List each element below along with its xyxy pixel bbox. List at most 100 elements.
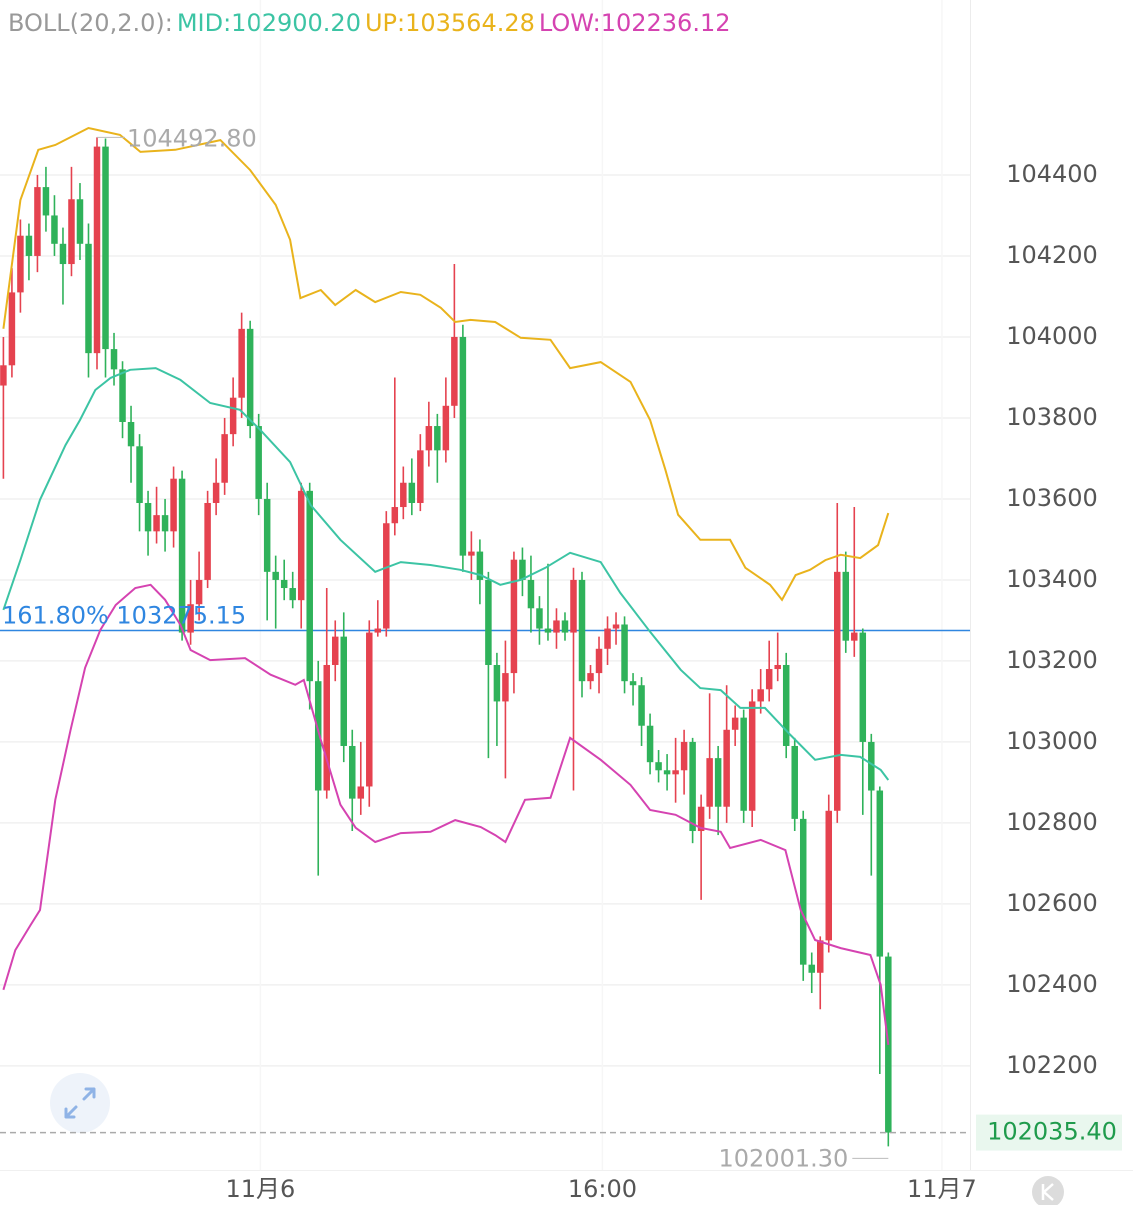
x-tick-label: 11月6 [225, 1175, 295, 1203]
candle-body [408, 482, 416, 503]
expand-circle[interactable] [50, 1073, 110, 1133]
candle-body [646, 725, 654, 763]
kline-button[interactable] [1032, 1176, 1064, 1205]
candle-body [366, 632, 373, 787]
y-tick-label: 103600 [1006, 484, 1098, 512]
fib-label: 161.80% 103275.15 [2, 602, 246, 630]
legend-item: LOW:102236.12 [539, 9, 731, 37]
y-tick-label: 103200 [1006, 646, 1098, 674]
low-marker-label: 102001.30 [719, 1144, 849, 1172]
y-tick-label: 104200 [1006, 241, 1098, 269]
candle-body [340, 636, 348, 746]
candle-body [323, 664, 330, 791]
candle-body [689, 741, 696, 832]
candle-body [731, 717, 739, 730]
candle-body [25, 235, 33, 256]
candle-body [706, 758, 713, 807]
candle-body [263, 498, 271, 572]
legend: BOLL(20,2.0): MID:102900.20 UP:103564.28 LO… [8, 9, 731, 37]
candle-body [851, 632, 858, 641]
candle-body [51, 215, 58, 244]
candle-body [876, 790, 884, 957]
candle-body [578, 579, 586, 682]
candle-body [357, 786, 365, 799]
candle-body [604, 628, 611, 649]
expand-button[interactable] [50, 1073, 110, 1133]
candle-body [629, 681, 637, 686]
x-tick-label: 11月7 [907, 1175, 977, 1203]
candle-body [672, 770, 679, 775]
candle-body [816, 940, 824, 973]
y-tick-label: 102400 [1006, 970, 1098, 998]
candle-body [178, 478, 186, 633]
candle-body [553, 620, 560, 633]
candle-body [502, 673, 509, 702]
candle-body [170, 478, 177, 532]
candle-body [297, 490, 305, 601]
candle-body [434, 426, 441, 451]
candle-body [374, 628, 382, 633]
candle-body [451, 336, 458, 406]
y-tick-label: 103800 [1006, 403, 1098, 431]
candle-body [391, 507, 399, 524]
candle-body [468, 551, 475, 556]
y-tick-label: 102200 [1006, 1051, 1098, 1079]
candle-body [68, 199, 75, 265]
candle-body [485, 579, 492, 665]
candle-body [204, 502, 211, 580]
candle-body [246, 328, 254, 427]
candle-body [272, 571, 279, 580]
candle-body [442, 405, 450, 451]
candle-body [570, 579, 577, 633]
candle-body [825, 810, 833, 941]
candle-body [765, 669, 773, 690]
candle-body [799, 818, 807, 965]
candle-body [187, 604, 194, 633]
indicator-label: BOLL(20,2.0): [8, 9, 173, 37]
y-tick-label: 102800 [1006, 808, 1098, 836]
y-tick-label: 104400 [1006, 160, 1098, 188]
candle-body [510, 559, 518, 674]
candle-body [314, 681, 322, 791]
expand-icon[interactable] [64, 1087, 96, 1119]
candle-body [697, 806, 705, 832]
candle-body [8, 292, 16, 366]
candle-body [561, 620, 569, 633]
candle-body [459, 336, 467, 556]
candle-body [400, 482, 407, 508]
candle-body [714, 758, 722, 807]
candle-body [127, 421, 135, 447]
candle-body [76, 199, 84, 244]
last-price-box [976, 1114, 1122, 1151]
kline-circle[interactable] [1032, 1176, 1064, 1205]
candle-body [42, 187, 50, 216]
candle-body [621, 624, 628, 682]
candle-body [638, 685, 645, 726]
candle-body [757, 689, 764, 702]
kline-icon[interactable] [1041, 1183, 1054, 1201]
candle-body [782, 664, 790, 746]
candle-body [859, 632, 867, 742]
candle-body [161, 515, 169, 532]
candle-body [238, 328, 245, 398]
candle-body [791, 745, 798, 819]
candle-body [349, 745, 356, 799]
candle-body [680, 741, 688, 771]
x-tick-label: 16:00 [568, 1175, 637, 1203]
y-tick-label: 103400 [1006, 565, 1098, 593]
candle-body [59, 243, 67, 265]
y-tick-label: 103000 [1006, 727, 1098, 755]
legend-item: UP:103564.28 [365, 9, 535, 37]
candle-body [842, 571, 850, 641]
candle-body [85, 243, 92, 354]
candle-body [834, 571, 841, 811]
candle-body [476, 551, 484, 580]
candle-body [255, 426, 262, 499]
candle-body [655, 762, 662, 771]
y-tick-label: 104000 [1006, 322, 1098, 350]
candle-body [110, 349, 118, 370]
candle-body [144, 502, 152, 532]
candle-body [0, 365, 7, 386]
